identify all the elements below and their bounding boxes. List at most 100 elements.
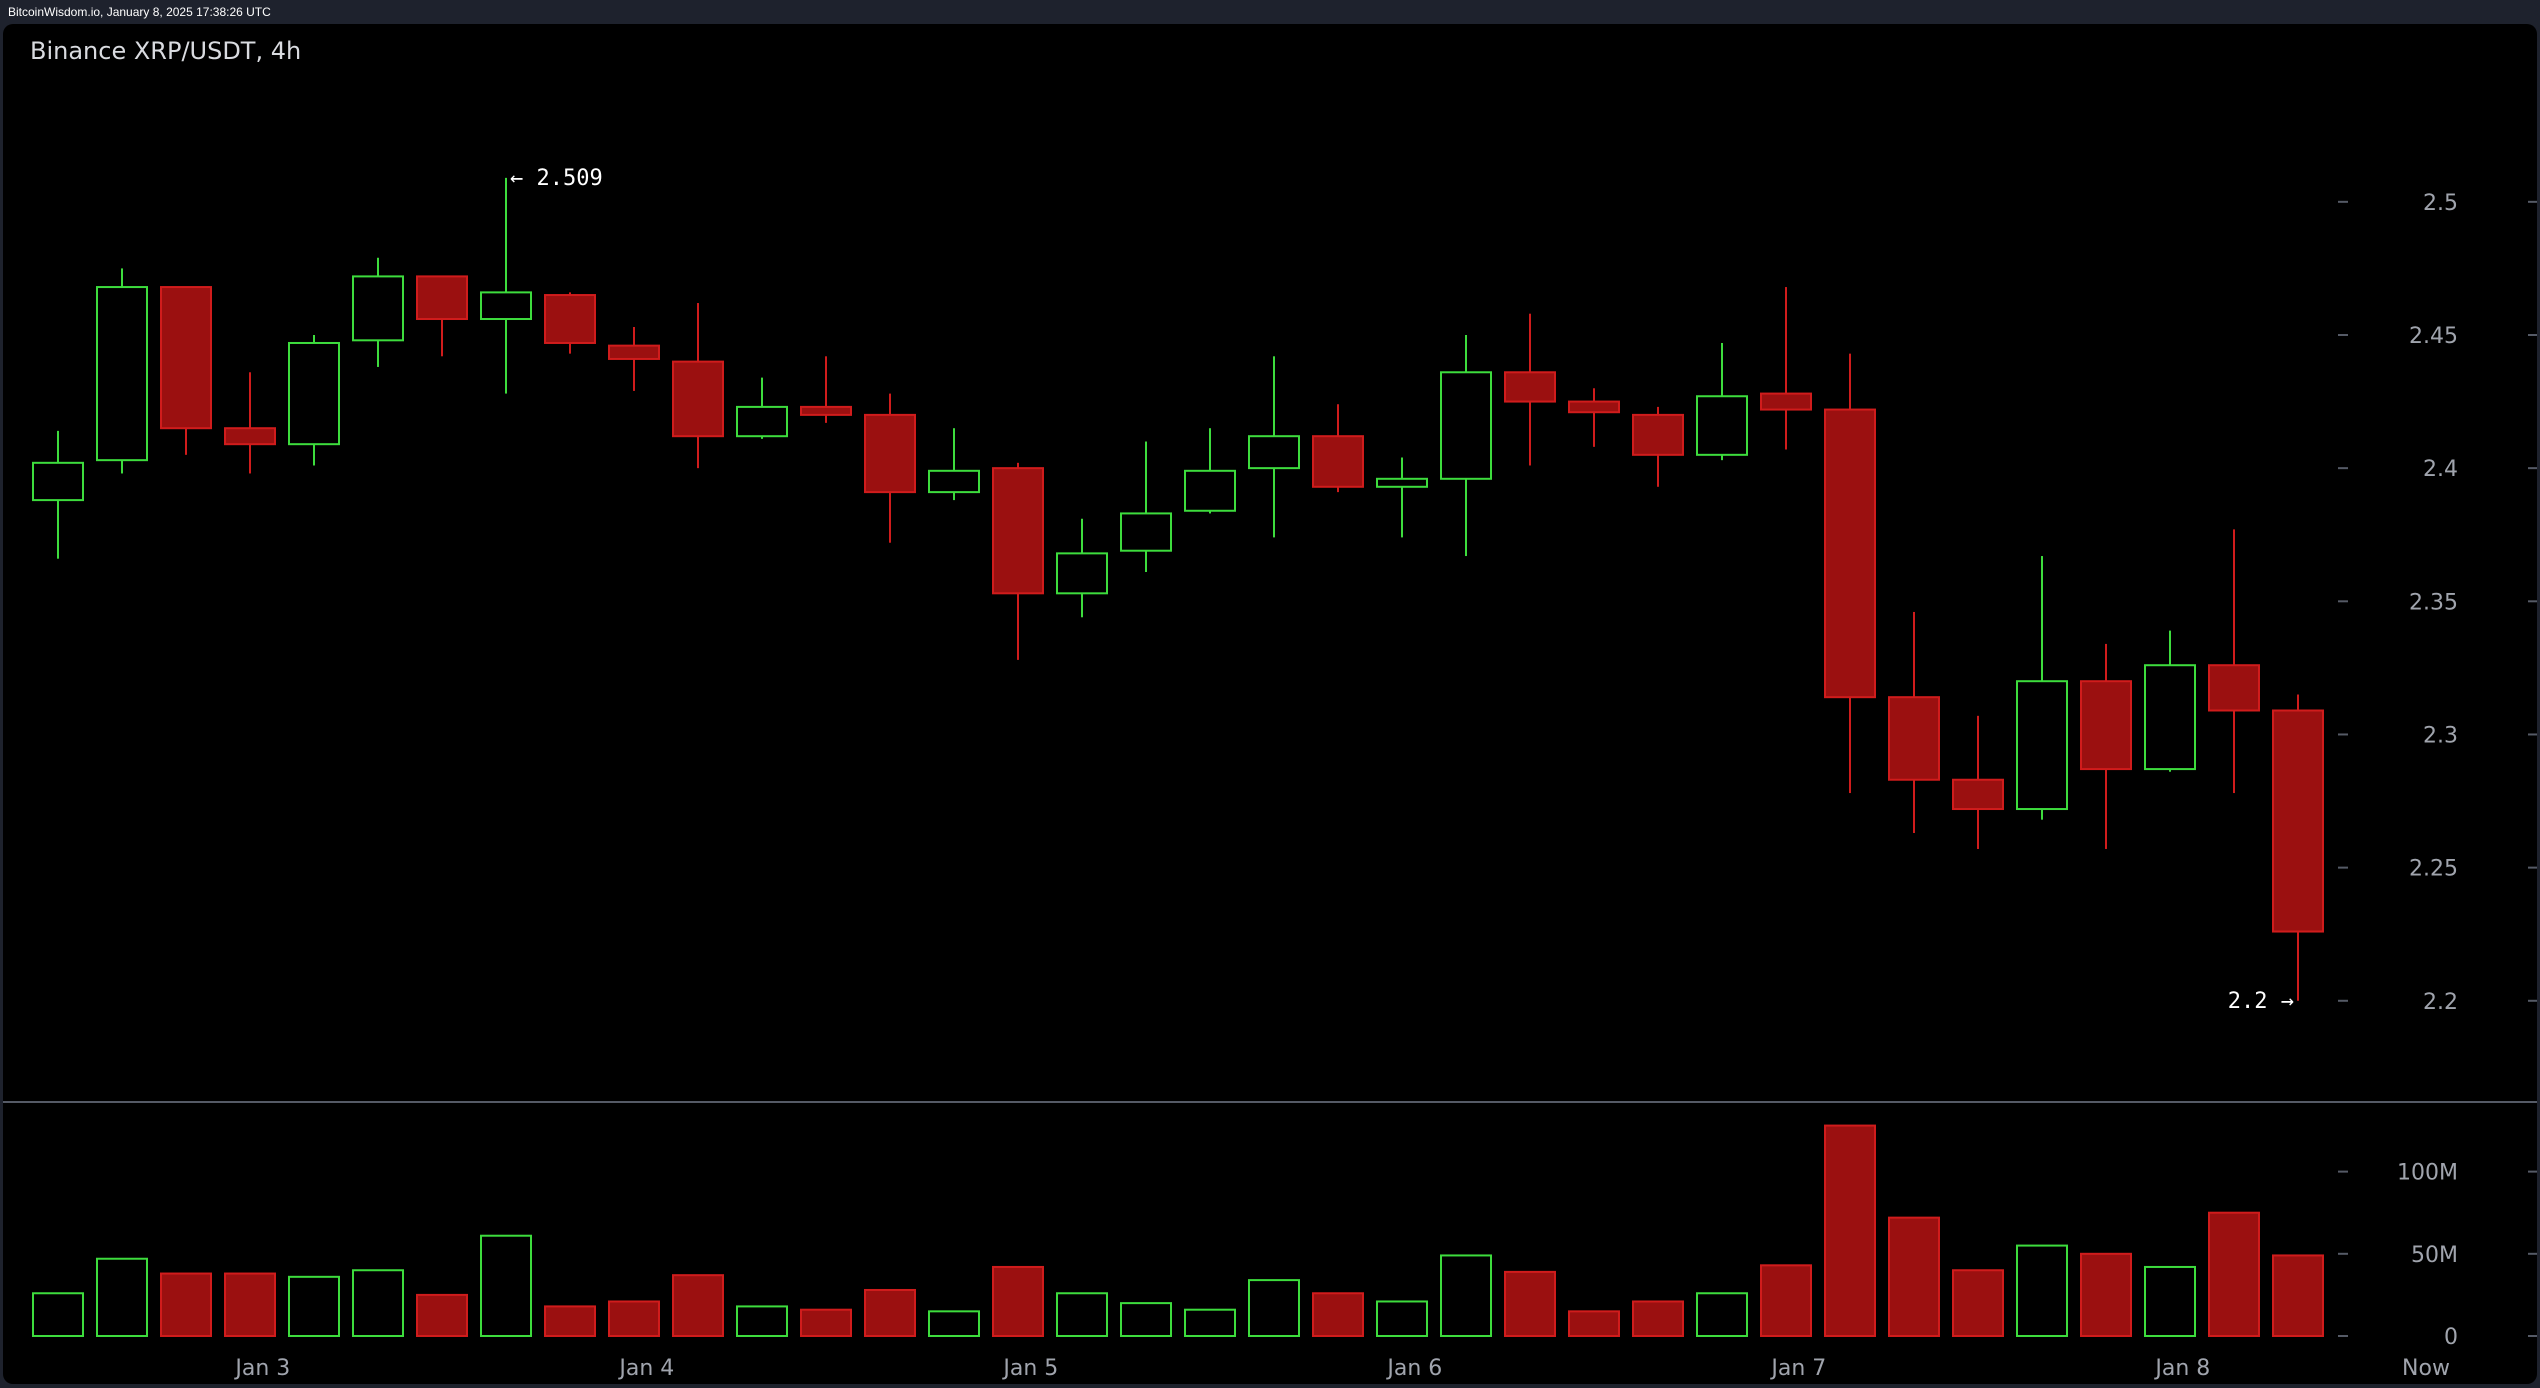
high-price-annotation: ← 2.509 [510, 166, 603, 191]
candle-down [1760, 287, 1812, 450]
candle-body [736, 405, 788, 438]
candle-up [96, 268, 148, 474]
candle-body [1760, 392, 1812, 411]
volume-bar-down [608, 1300, 660, 1338]
volume-bar-down [1760, 1264, 1812, 1337]
volume-bar-up [2144, 1265, 2196, 1338]
volume-bar-up [1696, 1292, 1748, 1337]
price-tick-label: 2.35 [2409, 590, 2458, 615]
candle-body [96, 286, 148, 462]
candle-body [1184, 469, 1236, 512]
candle-body [2272, 709, 2324, 933]
volume-bar-up [96, 1257, 148, 1338]
candle-body [1888, 696, 1940, 781]
volume-bar-down [800, 1308, 852, 1338]
header-bar: BitcoinWisdom.io, January 8, 2025 17:38:… [0, 0, 2540, 24]
volume-tick-label: 0 [2444, 1325, 2458, 1350]
price-tick-label: 2.25 [2409, 857, 2458, 882]
candle-body [352, 275, 404, 342]
candle-down [1504, 313, 1556, 466]
candle-body [1248, 435, 1300, 470]
volume-bar-up [2016, 1244, 2068, 1338]
candle-down [2272, 694, 2324, 1001]
candle-body [224, 427, 276, 446]
volume-bar-up [1184, 1308, 1236, 1338]
time-axis-label: Jan 4 [617, 1356, 674, 1381]
candle-body [1568, 400, 1620, 414]
candle-up [1440, 334, 1492, 557]
source-timestamp: BitcoinWisdom.io, January 8, 2025 17:38:… [8, 5, 271, 19]
candle-body [1440, 371, 1492, 480]
candle-body [1376, 477, 1428, 488]
volume-tick-label: 50M [2411, 1243, 2458, 1268]
chart-panel[interactable]: Binance XRP/USDT, 4h 2.2 2.25 2.3 2.35 2.4 2.… [3, 24, 2537, 1384]
volume-bar-down [1504, 1270, 1556, 1337]
candle-down [1568, 388, 1620, 447]
volume-bar-up [352, 1269, 404, 1338]
candle-body [608, 344, 660, 360]
volume-bar-down [160, 1272, 212, 1337]
volume-bar-up [1440, 1254, 1492, 1338]
candle-body [160, 286, 212, 430]
candle-body [288, 341, 340, 446]
price-tick-label: 2.2 [2423, 990, 2458, 1015]
candle-body [1504, 371, 1556, 403]
volume-bar-down [544, 1305, 596, 1337]
price-tick-label: 2.5 [2423, 191, 2458, 216]
candle-body [1120, 512, 1172, 552]
volume-bar-up [1056, 1292, 1108, 1337]
volume-bar-down [1312, 1292, 1364, 1337]
candle-up [1056, 518, 1108, 618]
candle-up [1184, 428, 1236, 514]
volume-bar-down [1824, 1124, 1876, 1338]
candle-up [1248, 356, 1300, 538]
volume-bar-up [1248, 1279, 1300, 1338]
candle-body [992, 467, 1044, 595]
candle-down [1824, 353, 1876, 794]
time-axis-label: Jan 7 [1769, 1356, 1826, 1381]
annotations-layer: ← 2.509 2.2 → [510, 166, 2294, 1014]
candle-down [672, 303, 724, 469]
time-axis-label: Jan 5 [1001, 1356, 1058, 1381]
volume-tick-label: 100M [2397, 1161, 2458, 1186]
chart-title: Binance XRP/USDT, 4h [30, 37, 301, 65]
candle-down [800, 356, 852, 423]
candle-body [416, 275, 468, 321]
volume-bar-down [672, 1274, 724, 1337]
time-axis: Jan 3 Jan 4 Jan 5 Jan 6 Jan 7 Jan 8 Now [233, 1356, 2450, 1381]
volume-bar-down [224, 1272, 276, 1337]
volume-bar-down [1888, 1216, 1940, 1337]
candlestick-chart[interactable]: Binance XRP/USDT, 4h 2.22.252.32.352.42.… [3, 24, 2537, 1384]
candle-up [1376, 457, 1428, 538]
candle-body [2016, 680, 2068, 811]
candle-down [2080, 643, 2132, 849]
price-tick-label: 2.3 [2423, 723, 2458, 748]
volume-bar-up [32, 1292, 84, 1337]
candle-down [544, 292, 596, 354]
volume-bar-down [1952, 1269, 2004, 1338]
candle-body [1312, 435, 1364, 488]
volume-bar-down [1568, 1310, 1620, 1338]
candle-up [32, 430, 84, 559]
volume-axis: 0 50M 100M [2338, 1161, 2537, 1350]
candle-up [928, 428, 980, 501]
volume-bar-up [736, 1305, 788, 1337]
volume-bar-down [992, 1265, 1044, 1338]
candle-down [1632, 406, 1684, 487]
candle-body [2208, 664, 2260, 712]
candle-up [288, 334, 340, 466]
candle-up [1120, 441, 1172, 573]
volume-bar-up [288, 1275, 340, 1338]
time-axis-label: Now [2402, 1356, 2450, 1381]
volume-bar-down [2208, 1211, 2260, 1338]
candle-down [1952, 715, 2004, 849]
volume-bar-down [416, 1293, 468, 1337]
candle-body [2144, 664, 2196, 771]
candle-body [1056, 552, 1108, 595]
candle-body [1696, 395, 1748, 456]
volume-bar-down [864, 1288, 916, 1338]
candle-up [480, 177, 532, 394]
time-axis-label: Jan 8 [2153, 1356, 2210, 1381]
candle-down [992, 462, 1044, 660]
candle-down [2208, 529, 2260, 794]
